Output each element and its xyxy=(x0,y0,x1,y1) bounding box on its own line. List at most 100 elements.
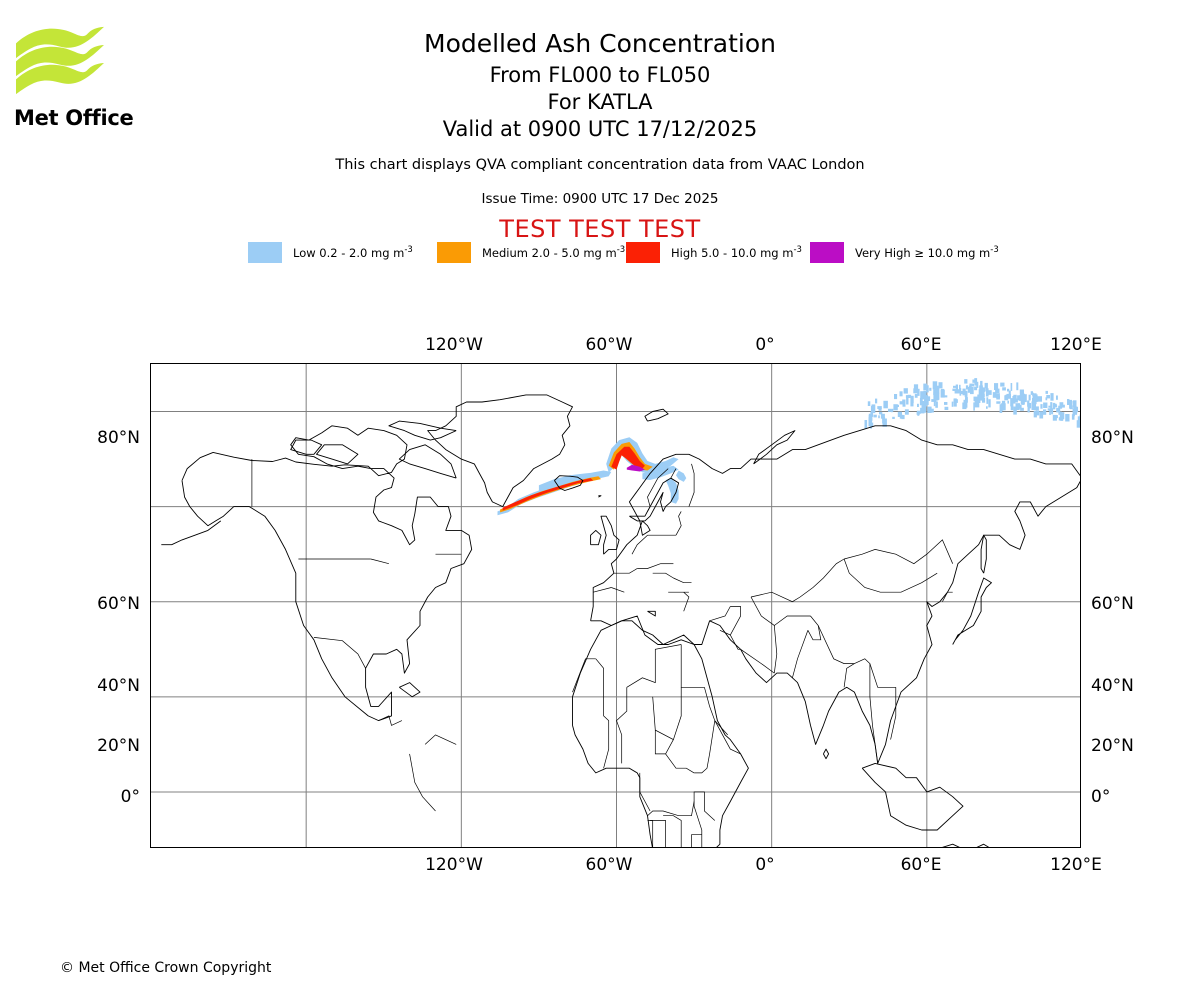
coastline-alaska-pen xyxy=(161,520,222,546)
border-segment-43 xyxy=(647,801,695,817)
border-segment-21 xyxy=(719,606,741,636)
border-segment-37 xyxy=(942,591,953,602)
lat-label-right-1: 60°N xyxy=(1091,594,1134,614)
coastline-iceland xyxy=(554,475,584,491)
coastline-victoria xyxy=(316,444,359,465)
legend-item-very-high: Very High ≥ 10.0 mg m-3 xyxy=(810,241,999,263)
legend-item-high: High 5.0 - 10.0 mg m-3 xyxy=(626,241,802,263)
lon-label-bottom-2: 0° xyxy=(755,855,775,875)
border-segment-50 xyxy=(704,687,728,736)
border-segment-57 xyxy=(424,734,457,745)
border-segment-40 xyxy=(693,791,716,847)
map-canvas xyxy=(151,364,1080,847)
lat-label-right-4: 0° xyxy=(1091,787,1111,807)
issue-time: Issue Time: 0900 UTC 17 Dec 2025 xyxy=(481,191,719,207)
border-segment-36 xyxy=(843,558,938,593)
legend-label-medium: Medium 2.0 - 5.0 mg m-3 xyxy=(482,244,626,260)
border-segment-54 xyxy=(694,720,716,774)
met-office-logo: Met Office xyxy=(12,22,202,130)
map-gridlines xyxy=(151,364,1080,847)
coastline-baffin xyxy=(398,444,457,479)
border-segment-4 xyxy=(378,715,403,726)
border-segment-5 xyxy=(593,587,612,593)
border-segment-29 xyxy=(854,658,871,664)
coastlines xyxy=(161,394,1080,847)
test-banner: TEST TEST TEST xyxy=(499,215,701,243)
qva-note: This chart displays QVA compliant concen… xyxy=(335,157,865,173)
coastline-greenland xyxy=(427,394,573,508)
coastline-eurasia xyxy=(590,425,1080,764)
border-segment-45 xyxy=(616,687,628,764)
border-segment-20 xyxy=(709,606,731,622)
concentration-legend: Low 0.2 - 2.0 mg m-3 Medium 2.0 - 5.0 mg … xyxy=(248,241,1008,263)
border-segment-32 xyxy=(869,663,879,764)
coastline-australia-na xyxy=(942,843,990,847)
lon-label-top-1: 60°W xyxy=(585,335,633,355)
border-segment-19 xyxy=(647,468,669,512)
border-segment-31 xyxy=(869,663,896,688)
border-segment-30 xyxy=(843,663,855,688)
coastline-north-america xyxy=(181,425,473,722)
logo-wave-1 xyxy=(16,26,104,59)
lon-label-top-3: 60°E xyxy=(900,335,942,355)
coastline-sicily xyxy=(647,610,656,617)
coastline-japan xyxy=(952,577,992,645)
border-segment-34 xyxy=(750,558,845,603)
border-segment-47 xyxy=(572,658,596,693)
lat-label-right-0: 80°N xyxy=(1091,428,1134,448)
border-segment-13 xyxy=(673,577,692,584)
border-segment-49 xyxy=(680,644,705,688)
border-segment-22 xyxy=(729,634,741,650)
lat-label-left-4: 0° xyxy=(120,787,140,807)
legend-label-high: High 5.0 - 10.0 mg m-3 xyxy=(671,244,802,260)
lon-label-bottom-4: 120°E xyxy=(1050,855,1102,875)
coastline-cuba xyxy=(399,682,421,698)
ash-low-finland-link xyxy=(676,470,687,482)
border-segment-15 xyxy=(683,591,690,612)
coastline-faroe xyxy=(598,495,602,498)
border-segment-41 xyxy=(647,820,654,847)
border-segment-12 xyxy=(652,572,674,579)
border-segment-35 xyxy=(844,539,954,565)
lat-label-left-1: 60°N xyxy=(97,594,140,614)
coastline-ireland xyxy=(590,529,602,546)
border-segment-33 xyxy=(890,687,897,740)
ash-very-high-core xyxy=(626,464,645,472)
ash-low-bothnia-tail xyxy=(665,478,679,504)
border-segment-55 xyxy=(714,720,741,755)
coastline-africa-lower xyxy=(572,615,749,847)
border-segment-2 xyxy=(370,558,389,565)
met-office-wave-icon xyxy=(16,26,104,95)
country-borders xyxy=(251,459,954,847)
border-segment-7 xyxy=(613,568,638,574)
lat-label-left-3: 20°N xyxy=(97,736,140,756)
ash-low-northern-norway xyxy=(642,465,679,480)
legend-swatch-high xyxy=(626,241,660,263)
coastline-novaya-zemlya xyxy=(753,430,796,465)
lat-label-right-2: 40°N xyxy=(1091,676,1134,696)
lon-label-top-4: 120°E xyxy=(1050,335,1102,355)
border-segment-48 xyxy=(626,644,682,688)
border-segment-44 xyxy=(639,772,651,812)
border-segment-18 xyxy=(670,468,679,484)
legend-label-low: Low 0.2 - 2.0 mg m-3 xyxy=(293,244,413,260)
border-segment-26 xyxy=(807,615,822,641)
ash-low-speckle-siberian-arctic xyxy=(864,378,1080,429)
flight-level-subtitle: From FL000 to FL050 xyxy=(489,63,711,87)
logo-wave-3 xyxy=(16,63,104,95)
page-title: Modelled Ash Concentration xyxy=(424,29,776,58)
border-segment-27 xyxy=(792,630,809,678)
volcano-subtitle: For KATLA xyxy=(547,90,653,114)
lat-label-right-3: 20°N xyxy=(1091,736,1134,756)
border-segment-24 xyxy=(750,596,778,674)
border-segment-17 xyxy=(688,463,695,507)
border-segment-25 xyxy=(774,615,811,626)
valid-time-subtitle: Valid at 0900 UTC 17/12/2025 xyxy=(442,117,758,141)
lon-label-bottom-0: 120°W xyxy=(425,855,483,875)
ash-high-norwegian-v xyxy=(611,446,645,470)
coastline-sakhalin xyxy=(980,534,987,574)
legend-label-very-high: Very High ≥ 10.0 mg m-3 xyxy=(855,244,999,260)
lon-label-top-0: 120°W xyxy=(425,335,483,355)
coastline-indonesia xyxy=(861,762,964,831)
border-segment-42 xyxy=(691,834,702,847)
